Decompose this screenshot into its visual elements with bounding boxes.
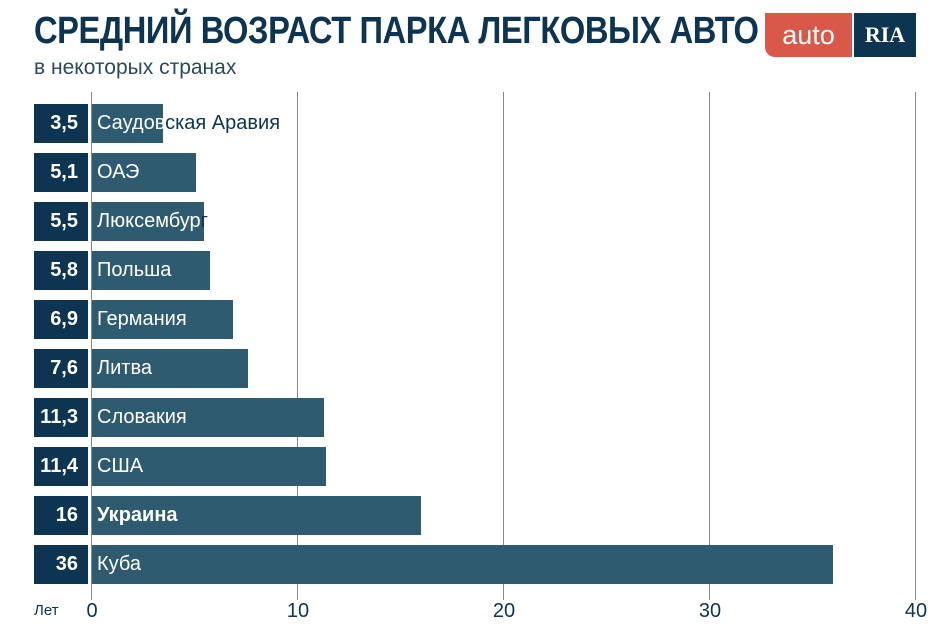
value-label: 36 [34,545,88,584]
chart-subtitle: в некоторых странах [34,56,237,79]
autoria-logo: auto RIA [765,13,916,57]
x-axis-unit: Лет [34,602,59,619]
value-label: 11,4 [34,447,88,486]
value-label: 5,8 [34,251,88,290]
category-label: ОАЭ [97,153,139,192]
gridline [709,92,710,600]
category-label: Куба [97,545,141,584]
bar [92,104,164,143]
category-label-on-bar: Люксембур [97,210,201,232]
x-tick-label: 40 [904,600,928,622]
value-label: 3,5 [34,104,88,143]
category-label-off-bar: г [200,210,208,232]
gridline [91,92,92,600]
bar [92,447,326,486]
value-label: 5,5 [34,202,88,241]
bar [92,398,324,437]
bar [92,251,211,290]
value-label: 6,9 [34,300,88,339]
chart-title: СРЕДНИЙ ВОЗРАСТ ПАРКА ЛЕГКОВЫХ АВТО [34,10,759,52]
bar [92,153,197,192]
gridline [297,92,298,600]
logo-auto: auto [765,13,852,57]
category-label: Украина [97,496,178,535]
bar [92,349,248,388]
category-label: Литва [97,349,152,388]
gridline [503,92,504,600]
logo-ria: RIA [854,13,916,57]
category-label-on-bar: Саудов [97,112,166,134]
category-label-on-bar: Словакия [97,406,187,428]
category-label: Словакия [97,398,187,437]
category-label-on-bar: Германия [97,308,187,330]
x-tick-label: 0 [86,600,98,622]
category-label-on-bar: Украина [97,504,178,526]
category-label-on-bar: ОАЭ [97,161,140,183]
category-label-on-bar: США [97,455,144,477]
value-label: 16 [34,496,88,535]
category-label-off-bar: ская Аравия [165,112,281,134]
bar [92,300,234,339]
category-label: Германия [97,300,187,339]
gridline [915,92,916,600]
category-label-on-bar: Куба [97,553,141,575]
x-tick-label: 20 [492,600,516,622]
x-tick-label: 30 [698,600,722,622]
x-tick-label: 10 [286,600,310,622]
category-label-on-bar: Литва [97,357,152,379]
category-label: Саудовская Аравия [97,104,280,143]
category-label: США [97,447,143,486]
bar [92,496,421,535]
value-label: 11,3 [34,398,88,437]
category-label: Польша [97,251,171,290]
bar [92,545,833,584]
value-label: 7,6 [34,349,88,388]
bar [92,202,205,241]
category-label-on-bar: Польша [97,259,172,281]
category-label: Люксембург [97,202,208,241]
value-label: 5,1 [34,153,88,192]
